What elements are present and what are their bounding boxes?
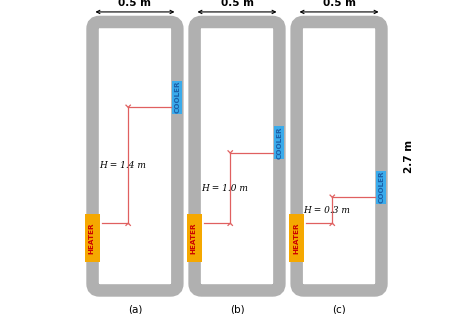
Bar bbox=[274, 126, 284, 159]
Text: COOLER: COOLER bbox=[379, 171, 385, 203]
Text: HEATER: HEATER bbox=[293, 222, 299, 254]
Text: H = 1.4 m: H = 1.4 m bbox=[99, 161, 146, 170]
Text: (a): (a) bbox=[128, 305, 142, 314]
Bar bbox=[376, 171, 386, 203]
Text: HEATER: HEATER bbox=[191, 222, 197, 254]
Bar bbox=[85, 214, 100, 263]
Bar bbox=[187, 214, 202, 263]
Text: H = 1.0 m: H = 1.0 m bbox=[201, 184, 248, 192]
Text: HEATER: HEATER bbox=[89, 222, 95, 254]
FancyBboxPatch shape bbox=[195, 22, 279, 290]
Text: COOLER: COOLER bbox=[175, 81, 181, 113]
Text: 0.5 m: 0.5 m bbox=[118, 0, 152, 8]
Bar bbox=[289, 214, 304, 263]
Text: COOLER: COOLER bbox=[277, 127, 283, 159]
Text: (c): (c) bbox=[332, 305, 346, 314]
Text: 0.5 m: 0.5 m bbox=[322, 0, 356, 8]
Text: 2.7 m: 2.7 m bbox=[404, 140, 414, 173]
Text: H = 0.3 m: H = 0.3 m bbox=[303, 206, 350, 215]
Text: 0.5 m: 0.5 m bbox=[220, 0, 254, 8]
FancyBboxPatch shape bbox=[92, 22, 177, 290]
FancyBboxPatch shape bbox=[297, 22, 382, 290]
Bar bbox=[173, 81, 182, 114]
Text: (b): (b) bbox=[230, 305, 244, 314]
